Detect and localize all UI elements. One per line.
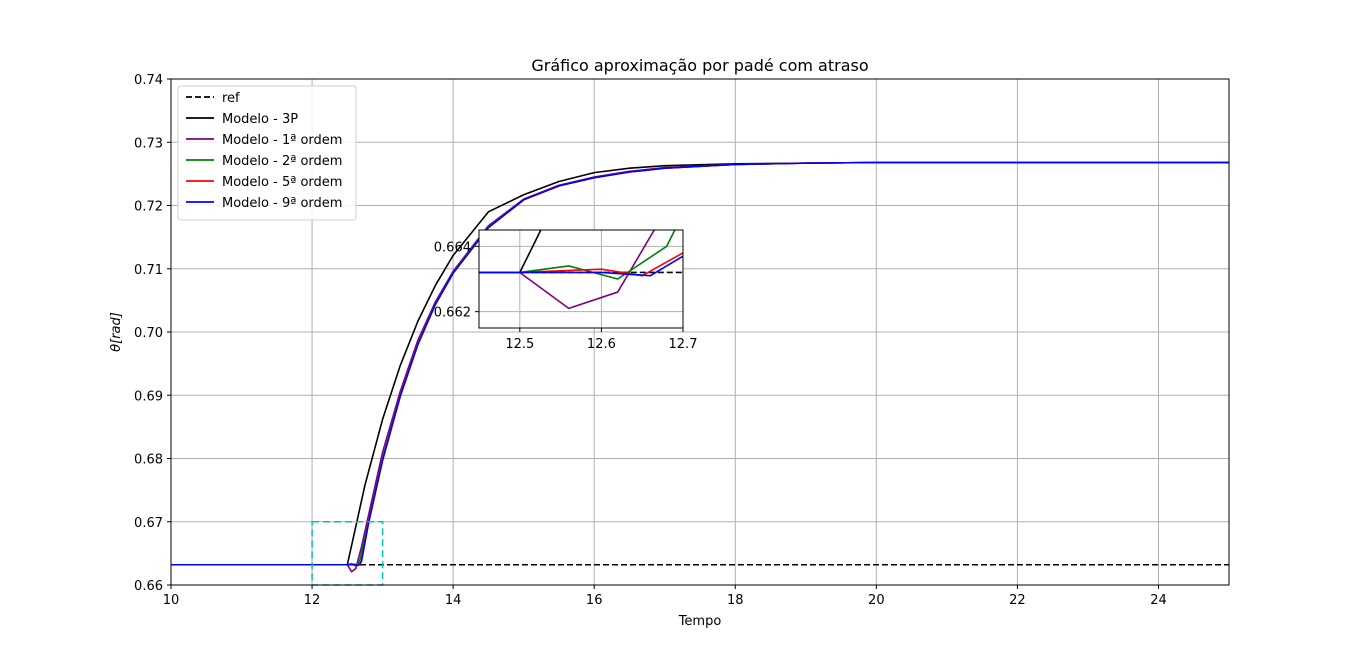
legend-box xyxy=(177,85,357,221)
y-tick-label: 0.71 xyxy=(134,263,163,278)
x-tick-label: 14 xyxy=(445,593,462,608)
y-tick-label: 0.70 xyxy=(134,326,163,341)
series-line-modelo-1-ordem xyxy=(171,161,1229,573)
inset-background xyxy=(479,230,683,328)
y-tick-label: 0.73 xyxy=(134,136,163,151)
legend-label: Modelo - 3P xyxy=(222,112,298,127)
series-line-modelo-3p xyxy=(171,161,1229,566)
inset-x-tick-label: 12.6 xyxy=(587,337,616,352)
y-tick-label: 0.66 xyxy=(134,579,163,594)
legend: ref Modelo - 3P Modelo - 1ª ordem Modelo - … xyxy=(177,85,357,221)
x-tick-label: 10 xyxy=(163,593,180,608)
inset-axes: 12.5 12.6 12.7 0.662 0.664 xyxy=(434,229,698,352)
y-tick-label: 0.74 xyxy=(134,73,163,88)
inset-x-tick-label: 12.7 xyxy=(669,337,698,352)
legend-label: Modelo - 2ª ordem xyxy=(222,154,342,169)
inset-x-tick-label: 12.5 xyxy=(505,337,534,352)
main-series-group xyxy=(171,161,1229,573)
x-tick-label: 20 xyxy=(868,593,885,608)
x-tick-label: 24 xyxy=(1150,593,1167,608)
x-tick-label: 18 xyxy=(727,593,744,608)
y-axis-label: θ[rad] xyxy=(109,312,124,352)
main-ticks: 10 12 14 16 18 20 22 24 0.66 0.67 0.68 0.69 0.70 0.71… xyxy=(134,73,1167,608)
series-line-modelo-2-ordem xyxy=(479,230,676,280)
inset-y-tick-label: 0.662 xyxy=(434,306,471,321)
series-line-modelo-5-ordem xyxy=(171,161,1229,567)
legend-label: Modelo - 9ª ordem xyxy=(222,196,342,211)
series-line-modelo-5-ordem xyxy=(479,250,683,277)
series-line-modelo-9-ordem xyxy=(171,161,1229,567)
inset-series-group xyxy=(479,230,683,310)
x-tick-label: 16 xyxy=(586,593,603,608)
legend-label: Modelo - 1ª ordem xyxy=(222,133,342,148)
x-axis-label: Tempo xyxy=(678,614,722,629)
y-tick-label: 0.72 xyxy=(134,200,163,215)
x-tick-label: 12 xyxy=(304,593,321,608)
legend-label: Modelo - 5ª ordem xyxy=(222,175,342,190)
chart-title: Gráfico aproximação por padé com atraso xyxy=(531,56,868,75)
series-line-modelo-1-ordem xyxy=(479,230,656,310)
y-tick-label: 0.69 xyxy=(134,389,163,404)
x-tick-label: 22 xyxy=(1009,593,1026,608)
inset-frame xyxy=(478,229,684,329)
series-line-modelo-9-ordem xyxy=(479,254,683,277)
y-tick-label: 0.68 xyxy=(134,453,163,468)
legend-label: ref xyxy=(222,91,240,106)
inset-y-tick-label: 0.664 xyxy=(434,240,471,255)
zoom-region-box xyxy=(311,521,384,586)
y-tick-label: 0.67 xyxy=(134,516,163,531)
series-line-modelo-2-ordem xyxy=(171,161,1229,567)
